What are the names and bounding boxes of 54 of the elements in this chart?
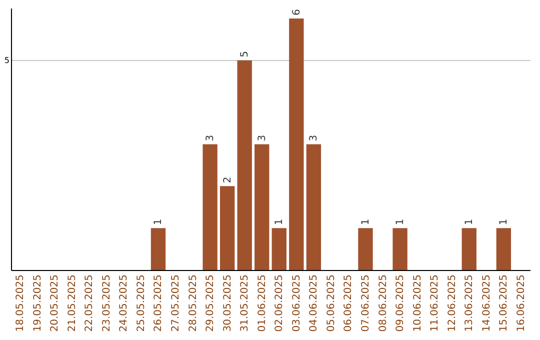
data-label: 5 [240, 51, 251, 58]
data-label: 3 [256, 134, 268, 142]
bar [392, 228, 408, 270]
x-tick-label: 20.05.2025 [50, 274, 61, 332]
x-tick-label: 09.06.2025 [395, 274, 406, 332]
x-tick-label: 30.05.2025 [222, 274, 234, 332]
x-tick-label: 01.06.2025 [256, 274, 268, 332]
data-label: 1 [498, 218, 510, 226]
bar [496, 228, 511, 270]
bar [237, 60, 252, 270]
data-label: 1 [464, 218, 476, 226]
data-label: 1 [395, 218, 406, 226]
data-label: 2 [222, 176, 234, 184]
x-tick-label: 07.06.2025 [360, 274, 372, 332]
x-tick-label: 03.06.2025 [291, 274, 302, 332]
data-label: 3 [205, 134, 216, 142]
bar [289, 18, 304, 270]
x-tick-label: 14.06.2025 [481, 274, 492, 332]
bar [306, 144, 322, 270]
x-tick-label: 24.05.2025 [118, 274, 130, 332]
x-tick-label: 22.05.2025 [84, 274, 96, 332]
x-tick-label: 26.05.2025 [153, 274, 164, 332]
bar [202, 144, 218, 270]
x-tick-label: 27.05.2025 [170, 274, 182, 332]
bar [254, 144, 270, 270]
bar [462, 228, 476, 270]
data-label: 1 [360, 218, 372, 226]
x-tick-label: 28.05.2025 [188, 274, 199, 332]
x-tick-label: 15.06.2025 [498, 274, 510, 332]
x-tick-label: 21.05.2025 [66, 274, 78, 332]
x-tick-label: 19.05.2025 [32, 274, 44, 332]
bar [272, 228, 286, 270]
x-tick-label: 16.06.2025 [516, 274, 527, 332]
x-tick-label: 13.06.2025 [464, 274, 476, 332]
data-label: 3 [308, 134, 320, 142]
bar [220, 186, 235, 270]
x-tick-label: 04.06.2025 [308, 274, 320, 332]
bar [358, 228, 373, 270]
x-tick-label: 02.06.2025 [274, 274, 286, 332]
x-tick-label: 05.06.2025 [326, 274, 337, 332]
x-tick-label: 11.06.2025 [430, 274, 441, 332]
data-label: 1 [274, 218, 286, 226]
x-tick-label: 25.05.2025 [136, 274, 147, 332]
x-tick-label: 29.05.2025 [205, 274, 216, 332]
x-tick-label: 18.05.2025 [15, 274, 26, 332]
x-tick-label: 10.06.2025 [412, 274, 424, 332]
bar [150, 228, 166, 270]
data-label: 6 [291, 9, 302, 16]
x-tick-label: 23.05.2025 [101, 274, 112, 332]
x-tick-label: 12.06.2025 [446, 274, 458, 332]
x-tick-label: 31.05.2025 [240, 274, 251, 332]
x-tick-label: 06.06.2025 [343, 274, 354, 332]
x-tick-label: 08.06.2025 [378, 274, 389, 332]
data-label: 1 [153, 218, 164, 226]
